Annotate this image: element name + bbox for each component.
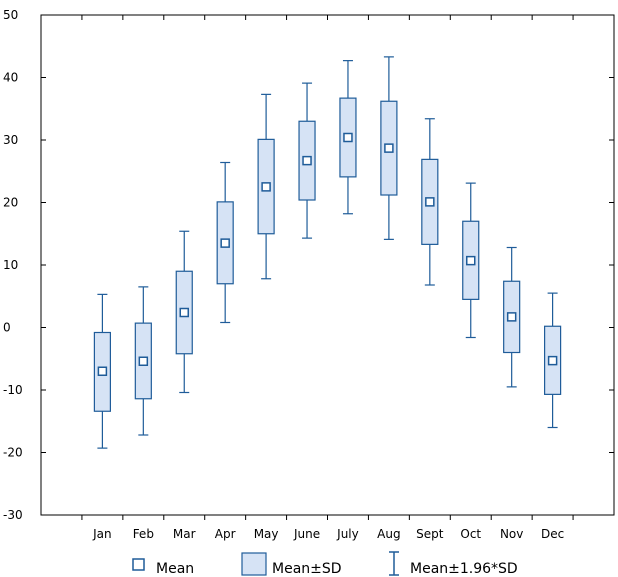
month-box-june [298, 82, 316, 239]
mean-marker [261, 182, 271, 192]
y-tick-label: 10 [3, 258, 18, 272]
x-axis-ticks: Jan Feb Mar Apr May June July Aug Sept Oct Nov Dec [81, 15, 574, 541]
month-box-oct [462, 182, 480, 339]
y-tick-label: 40 [3, 71, 18, 85]
x-tick-label: May [254, 527, 279, 541]
x-tick-label: Aug [377, 527, 400, 541]
legend-sd-label: Mean±SD [272, 561, 342, 577]
month-box-dec [544, 292, 562, 429]
mean-marker [425, 197, 435, 207]
x-tick-label: Mar [173, 527, 196, 541]
y-tick-label: -10 [3, 383, 23, 397]
plot-marks [93, 56, 562, 449]
y-tick-label: 30 [3, 133, 18, 147]
month-box-sept [421, 118, 439, 286]
x-tick-label: Oct [460, 527, 481, 541]
x-tick-label: Apr [215, 527, 236, 541]
month-box-mar [175, 230, 193, 394]
mean-marker [343, 132, 353, 143]
legend-mean-label: Mean [156, 561, 194, 577]
mean-marker [547, 355, 558, 366]
mean-marker [384, 143, 394, 153]
legend-ci-label: Mean±1.96*SD [410, 561, 518, 577]
plot-frame [40, 14, 615, 516]
month-box-feb [134, 286, 152, 436]
month-box-aug [380, 56, 398, 240]
x-tick-label: Feb [133, 527, 154, 541]
x-tick-label: Sept [416, 527, 444, 541]
month-box-apr [216, 161, 234, 324]
legend-mean-marker [132, 558, 145, 571]
month-box-july [339, 60, 357, 215]
y-tick-label: 50 [3, 8, 18, 22]
y-axis-ticks: -30 -20 -10 0 10 20 30 40 50 [3, 8, 614, 522]
mean-marker [220, 238, 230, 248]
x-tick-label: June [293, 527, 320, 541]
mean-marker [138, 356, 149, 366]
mean-marker [302, 155, 312, 166]
mean-marker [179, 307, 189, 318]
x-tick-label: Nov [500, 527, 523, 541]
mean-marker [97, 366, 108, 376]
month-box-nov [503, 246, 521, 388]
y-tick-label: -30 [3, 508, 23, 522]
y-tick-label: 20 [3, 196, 18, 210]
legend-sd-marker [241, 552, 267, 576]
legend-ci-marker [389, 551, 399, 576]
month-box-jan [93, 293, 111, 449]
y-tick-label: -20 [3, 446, 23, 460]
y-tick-label: 0 [3, 321, 11, 335]
axes [40, 14, 615, 516]
x-tick-label: Dec [541, 527, 564, 541]
x-tick-label: Jan [92, 527, 112, 541]
legend: Mean Mean±SD Mean±1.96*SD [132, 551, 518, 577]
mean-marker [466, 255, 476, 266]
x-tick-label: July [336, 527, 359, 541]
mean-marker [506, 312, 517, 322]
month-box-may [257, 93, 275, 280]
